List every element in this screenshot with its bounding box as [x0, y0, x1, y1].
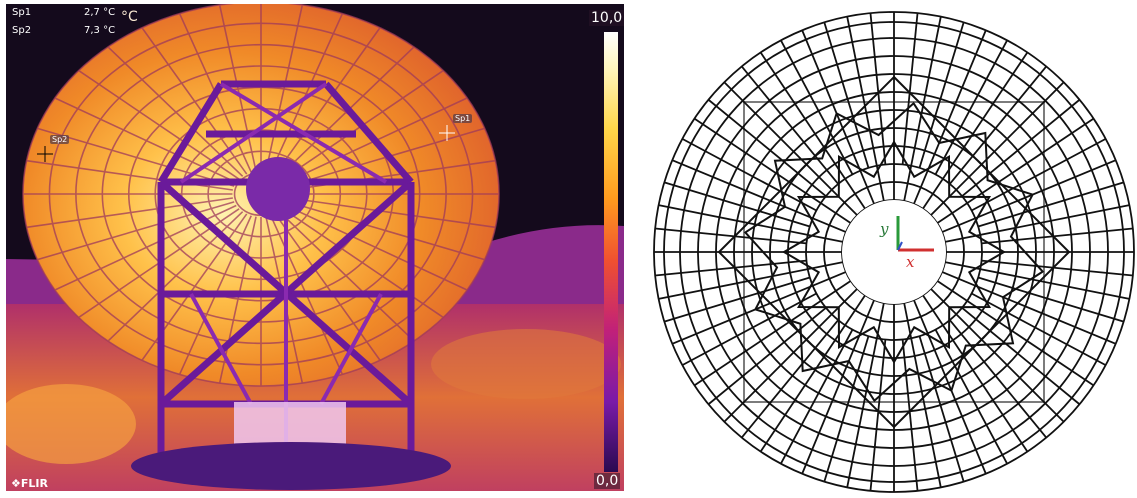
wireframe-truss — [717, 75, 1071, 429]
x-axis-label: x — [906, 253, 915, 271]
flir-logo: ❖FLIR — [11, 477, 48, 490]
ground-hotspot — [431, 329, 621, 399]
marker-label-sp2: Sp2 — [50, 135, 70, 144]
temperature-unit: °C — [121, 9, 138, 25]
center-opening — [842, 200, 946, 304]
temperature-color-scale — [604, 32, 618, 472]
scale-min-value: 0,0 — [594, 473, 621, 489]
spot-value: 2,7 °C — [84, 7, 116, 18]
ground-hotspot — [6, 384, 136, 464]
structure-model-panel: y x — [652, 10, 1136, 494]
spot-label: Sp2 — [12, 25, 32, 36]
z-axis-arrow — [897, 241, 903, 251]
spot-value: 7,3 °C — [84, 25, 116, 36]
dish-wireframe-model — [653, 11, 1135, 493]
antenna-truss — [179, 82, 388, 444]
crosshair-sp2-icon — [37, 146, 53, 162]
equipment-box — [234, 402, 346, 444]
flir-logo-text: FLIR — [20, 477, 48, 490]
flir-logo-icon: ❖ — [11, 477, 21, 490]
antenna-base — [131, 442, 451, 490]
antenna-hub — [246, 157, 310, 221]
y-axis-label: y — [880, 220, 889, 238]
scale-max-value: 10,0 — [589, 10, 624, 26]
marker-label-sp1: Sp1 — [453, 114, 473, 123]
thermal-image — [6, 4, 624, 491]
thermal-image-panel: Sp1 2,7 °C Sp2 7,3 °C °C Sp1 Sp2 10,0 0,… — [6, 4, 624, 491]
crosshair-sp1-icon — [439, 125, 455, 141]
spot-label: Sp1 — [12, 7, 32, 18]
